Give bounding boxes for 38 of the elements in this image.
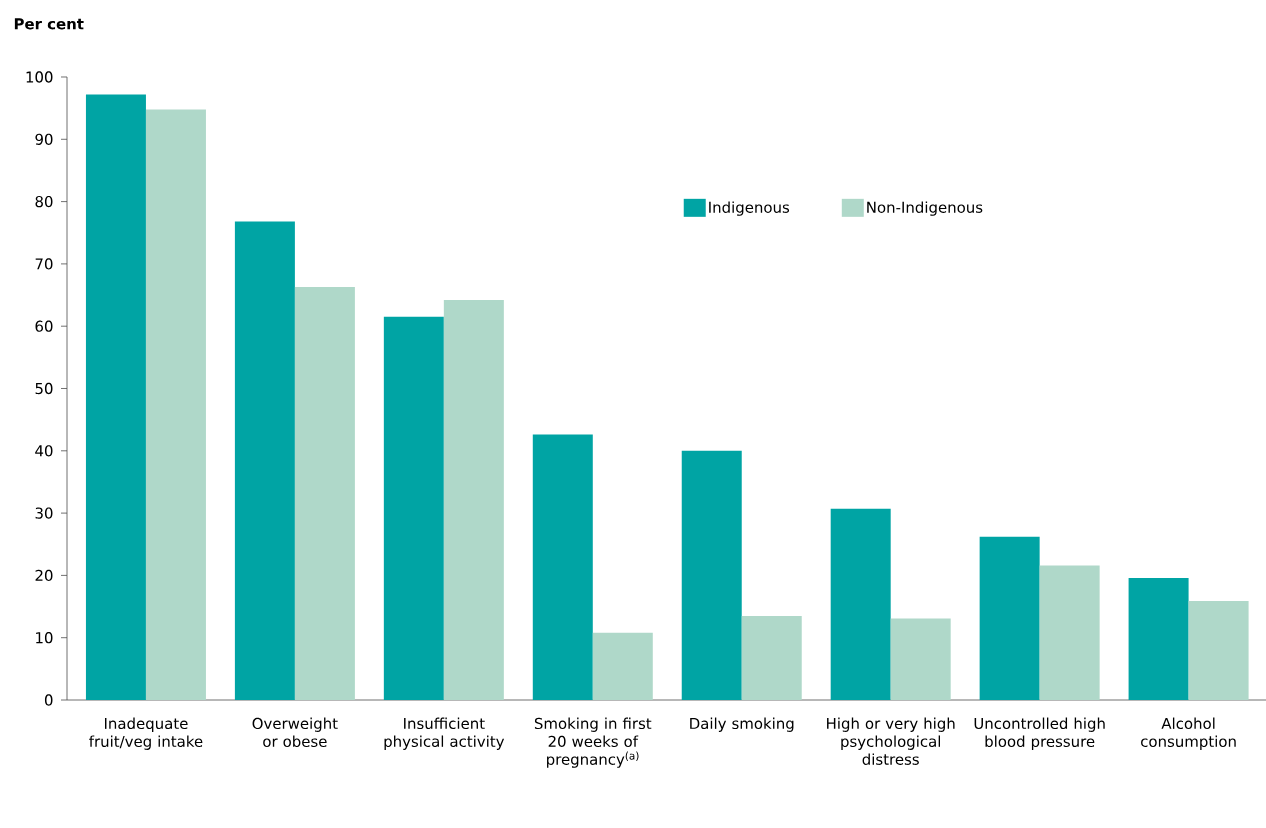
- x-tick-label: Alcohol consumption: [1141, 717, 1236, 750]
- bar: [830, 508, 891, 700]
- y-tick-label: 60: [35, 320, 53, 332]
- bar: [1128, 577, 1189, 700]
- x-tick-label: Smoking in first 20 weeks of pregnancy$^{(a)}$: [534, 717, 652, 768]
- bar: [294, 286, 355, 700]
- y-tick-label: 90: [35, 133, 53, 145]
- legend-label: Indigenous: [709, 201, 790, 216]
- x-tick-label: Overweight or obese: [252, 717, 338, 748]
- y-tick-label: 100: [26, 71, 53, 83]
- y-tick-label: 50: [35, 382, 53, 395]
- x-tick-label: High or very high psychological distress: [827, 717, 955, 765]
- y-tick-label: 30: [35, 507, 53, 519]
- y-tick-label: 80: [35, 195, 53, 208]
- x-tick-label: Uncontrolled high blood pressure: [974, 717, 1105, 750]
- x-tick-label: Daily smoking: [690, 717, 794, 732]
- bar: [890, 618, 951, 700]
- bar: [234, 221, 295, 700]
- y-tick-label: 40: [35, 445, 53, 457]
- bar: [145, 109, 206, 700]
- bar: [681, 450, 742, 700]
- y-axis-title: Per cent: [14, 18, 84, 30]
- y-tick-label: 10: [36, 632, 53, 644]
- x-tick-label: Inadequate fruit/veg intake: [89, 717, 203, 750]
- y-tick-label: 0: [44, 694, 53, 706]
- bar: [383, 316, 444, 700]
- bar: [443, 300, 504, 700]
- y-tick-label: 70: [35, 258, 53, 270]
- x-tick-label: Insufficient physical activity: [384, 717, 505, 750]
- bar: [532, 434, 593, 700]
- bar: [1188, 600, 1249, 700]
- legend-label: Non-Indigenous: [867, 201, 983, 216]
- bar: [741, 615, 802, 700]
- y-tick-label: 20: [35, 569, 53, 582]
- bar: [592, 632, 653, 700]
- bar: [1039, 565, 1100, 700]
- bar: [979, 536, 1040, 700]
- bar: [85, 94, 146, 700]
